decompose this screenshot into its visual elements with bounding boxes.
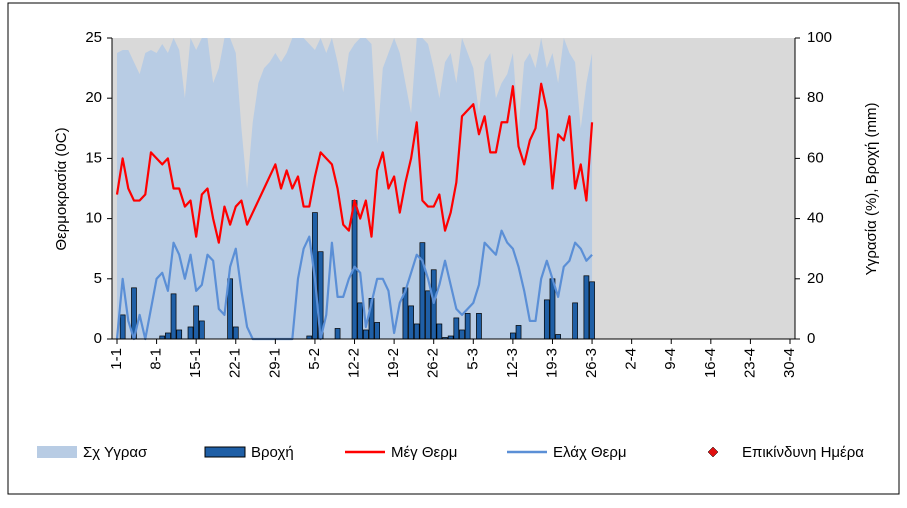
x-tick-label: 5-3 xyxy=(464,348,481,370)
legend-swatch xyxy=(204,446,246,458)
rain-bar xyxy=(357,302,364,340)
x-tick-label: 1-1 xyxy=(108,348,125,370)
legend-label: Βροχή xyxy=(251,444,294,461)
rain-bar xyxy=(198,320,205,340)
rain-bar xyxy=(193,305,200,340)
rain-bar xyxy=(408,305,414,340)
rain-bar xyxy=(572,302,578,340)
y-tick-label: 25 xyxy=(85,29,102,46)
rain-bar xyxy=(334,328,341,340)
rain-bar xyxy=(436,323,443,340)
y-tick-label: 5 xyxy=(94,270,102,287)
y2-tick-label: 100 xyxy=(807,29,832,46)
x-tick-label: 26-2 xyxy=(425,348,442,378)
rain-bar xyxy=(464,313,471,340)
x-tick-label: 12-2 xyxy=(345,348,362,378)
y-tick-label: 10 xyxy=(85,210,102,227)
x-tick-label: 22-1 xyxy=(227,348,244,378)
y-tick-label: 15 xyxy=(85,149,102,166)
rain-bar xyxy=(583,275,590,340)
rain-bar xyxy=(413,323,420,340)
rain-bar xyxy=(453,317,460,340)
y2-tick-label: 0 xyxy=(807,330,815,347)
x-tick-label: 19-2 xyxy=(385,348,402,378)
rain-bar xyxy=(165,332,171,340)
y-axis-label: Θερμοκρασία (0C) xyxy=(53,127,70,250)
legend-swatch xyxy=(707,446,719,458)
rain-bar xyxy=(419,242,426,340)
rain-bar xyxy=(515,325,522,340)
rain-bar xyxy=(555,334,561,340)
x-tick-label: 26-3 xyxy=(583,348,600,378)
rain-bar xyxy=(119,314,126,340)
rain-bar xyxy=(176,329,183,340)
y2-tick-label: 40 xyxy=(807,210,824,227)
rain-bar xyxy=(476,313,482,340)
x-tick-label: 19-3 xyxy=(543,348,560,378)
legend-label: Ελάχ Θερμ xyxy=(553,444,627,461)
x-tick-label: 2-4 xyxy=(623,348,640,370)
rain-bar xyxy=(374,322,381,340)
rain-bar xyxy=(425,290,431,340)
rain-bar xyxy=(543,299,550,340)
rain-bar xyxy=(430,269,437,340)
y2-axis-label: Υγρασία (%), Βροχή (mm) xyxy=(863,103,880,276)
rain-bar xyxy=(459,329,465,340)
x-tick-label: 29-1 xyxy=(266,348,283,378)
rain-bar xyxy=(232,326,239,340)
x-tick-label: 23-4 xyxy=(741,348,758,378)
rain-bar xyxy=(170,293,177,340)
rain-bar xyxy=(362,329,369,340)
rain-bar xyxy=(510,332,516,340)
x-tick-label: 5-2 xyxy=(306,348,323,370)
x-tick-label: 9-4 xyxy=(662,348,679,370)
y2-tick-label: 60 xyxy=(807,149,824,166)
legend-label: Μέγ Θερμ xyxy=(391,444,457,461)
rain-bar xyxy=(589,281,595,340)
x-tick-label: 12-3 xyxy=(504,348,521,378)
legend-label: Επικίνδυνη Ημέρα xyxy=(742,444,864,461)
y2-tick-label: 20 xyxy=(807,270,824,287)
x-tick-label: 8-1 xyxy=(148,348,165,370)
temperature-line xyxy=(115,229,593,341)
y2-tick-label: 80 xyxy=(807,89,824,106)
x-tick-label: 30-4 xyxy=(781,348,798,378)
legend-swatch xyxy=(37,446,77,458)
humidity-area xyxy=(117,38,593,339)
temperature-line xyxy=(115,82,594,244)
x-tick-label: 16-4 xyxy=(702,348,719,378)
y-tick-label: 20 xyxy=(85,89,102,106)
legend-label: Σχ Υγρασ xyxy=(83,444,148,461)
chart-frame xyxy=(7,2,900,495)
x-tick-label: 15-1 xyxy=(187,348,204,378)
y-tick-label: 0 xyxy=(94,330,102,347)
rain-bar xyxy=(187,326,194,340)
